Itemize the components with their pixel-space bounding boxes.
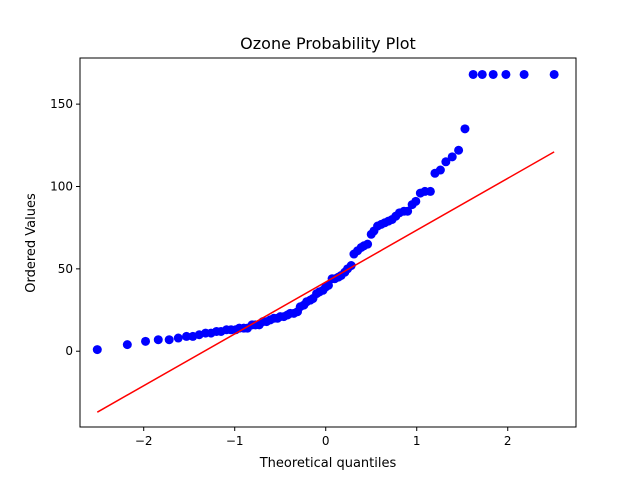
data-point xyxy=(435,165,445,175)
data-point xyxy=(454,145,464,155)
data-point xyxy=(181,331,191,341)
data-point xyxy=(122,340,132,350)
data-point xyxy=(164,335,174,345)
chart-title: Ozone Probability Plot xyxy=(240,34,416,53)
y-axis-label: Ordered Values xyxy=(24,193,39,293)
axes: −2 −1 0 1 2 0 50 100 150 xyxy=(50,97,511,448)
data-point xyxy=(477,69,487,79)
data-point xyxy=(519,69,529,79)
y-tick-label: 50 xyxy=(58,262,73,276)
axes-frame xyxy=(79,57,577,428)
x-tick-label: −1 xyxy=(226,434,244,448)
data-point xyxy=(549,69,559,79)
data-point xyxy=(411,196,421,206)
data-point xyxy=(363,239,373,249)
data-point xyxy=(425,186,435,196)
x-tick-label: 0 xyxy=(322,434,330,448)
data-point xyxy=(323,280,333,290)
x-tick-label: −2 xyxy=(135,434,153,448)
x-axis-label: Theoretical quantiles xyxy=(259,456,397,471)
fit-line xyxy=(96,151,555,413)
data-point xyxy=(92,345,102,355)
data-point xyxy=(173,333,183,343)
data-point xyxy=(501,69,511,79)
y-tick-label: 150 xyxy=(50,97,73,111)
y-tick-label: 0 xyxy=(65,344,73,358)
data-point xyxy=(346,261,356,271)
y-tick-label: 100 xyxy=(50,179,73,193)
data-point xyxy=(441,157,451,167)
data-point xyxy=(468,69,478,79)
data-point xyxy=(460,124,470,134)
data-point xyxy=(447,152,457,162)
data-point xyxy=(153,335,163,345)
x-tick-label: 2 xyxy=(504,434,512,448)
data-point xyxy=(488,69,498,79)
plot-area xyxy=(92,69,559,413)
data-point xyxy=(403,206,413,216)
x-tick-label: 1 xyxy=(413,434,421,448)
data-point xyxy=(141,336,151,346)
